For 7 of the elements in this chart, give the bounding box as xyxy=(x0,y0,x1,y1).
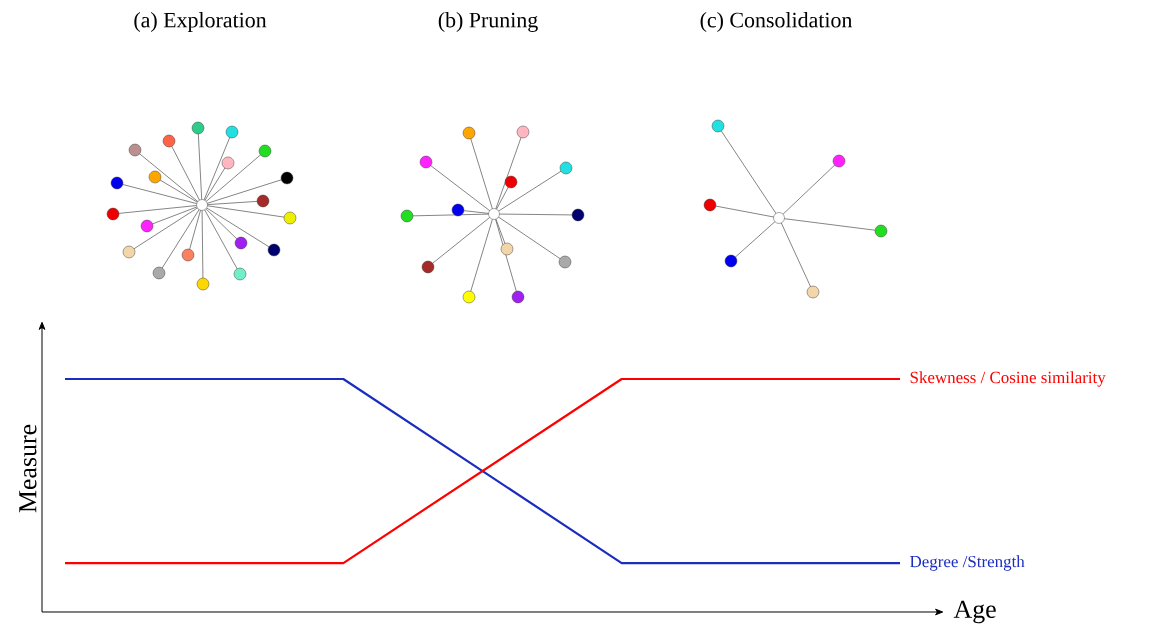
text: (b) Pruning xyxy=(438,12,538,33)
y-axis-title: Measure xyxy=(19,424,37,513)
text: (a) Exploration xyxy=(134,12,267,33)
series-label: Skewness / Cosine similarity xyxy=(910,371,1106,387)
x-axis-title: Age xyxy=(953,600,996,624)
series-label: Degree /Strength xyxy=(910,555,1025,571)
text: (c) Consolidation xyxy=(700,12,853,33)
